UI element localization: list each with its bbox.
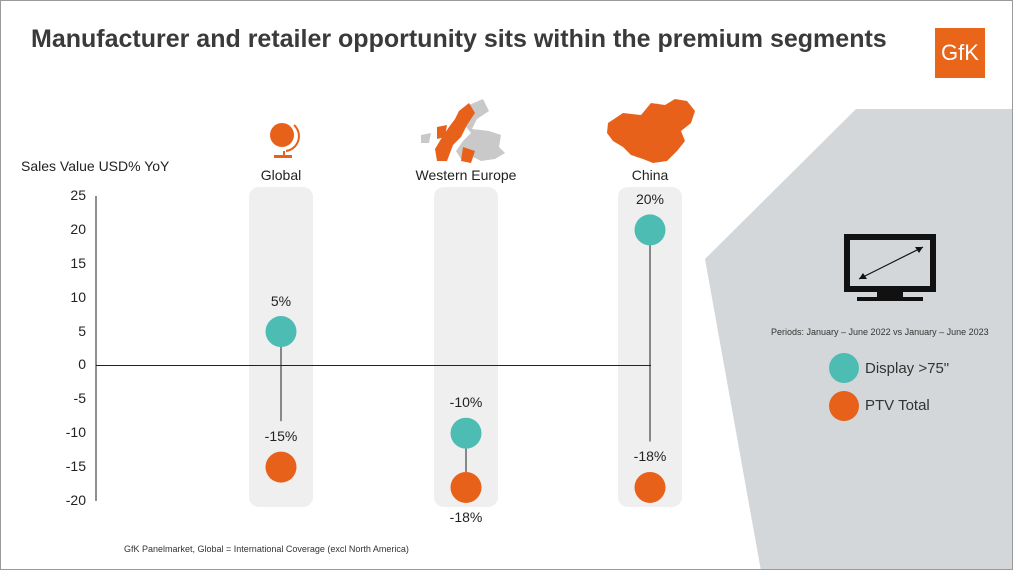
- y-tick-label: 20: [70, 220, 86, 237]
- category-label: Global: [260, 167, 302, 183]
- value-label-ptv: -18%: [633, 448, 667, 465]
- point-ptv: [265, 451, 297, 483]
- point-ptv: [634, 471, 666, 503]
- value-label-ptv: -15%: [264, 428, 298, 445]
- value-label-display: 5%: [270, 292, 292, 309]
- europe-map-icon: [421, 99, 505, 163]
- point-ptv: [450, 471, 482, 503]
- tv-icon: [844, 234, 936, 301]
- legend-dot-display: [829, 353, 859, 383]
- value-label-ptv: -18%: [449, 509, 483, 526]
- legend-label-ptv: PTV Total: [865, 397, 930, 414]
- point-display: [634, 214, 666, 246]
- y-tick-label: 10: [70, 288, 86, 305]
- legend-dot-ptv: [829, 391, 859, 421]
- periods-note: Periods: January – June 2022 vs January …: [771, 327, 989, 337]
- column-bg-western-europe: [434, 187, 498, 507]
- y-tick-label: -20: [65, 492, 86, 508]
- gfk-logo: GfK: [935, 28, 985, 78]
- y-tick-label: 5: [78, 322, 86, 339]
- china-map-icon: [607, 99, 695, 163]
- point-display: [450, 417, 482, 449]
- page-title: Manufacturer and retailer opportunity si…: [31, 25, 887, 53]
- value-label-display: 20%: [635, 190, 665, 207]
- y-tick-label: 15: [70, 254, 86, 271]
- category-label: China: [631, 167, 669, 183]
- legend-label-display: Display >75": [865, 360, 950, 377]
- footnote: GfK Panelmarket, Global = International …: [124, 544, 409, 554]
- y-tick-label: 25: [70, 187, 86, 203]
- y-tick-label: -5: [73, 390, 86, 407]
- value-label-display: -10%: [449, 394, 483, 411]
- y-tick-label: -15: [65, 458, 86, 475]
- globe-icon: [270, 123, 300, 158]
- category-label: Western Europe: [415, 167, 517, 183]
- y-tick-label: -10: [65, 424, 86, 441]
- point-display: [265, 316, 297, 348]
- y-tick-label: 0: [78, 356, 86, 373]
- y-axis-label: Sales Value USD% YoY: [21, 158, 170, 174]
